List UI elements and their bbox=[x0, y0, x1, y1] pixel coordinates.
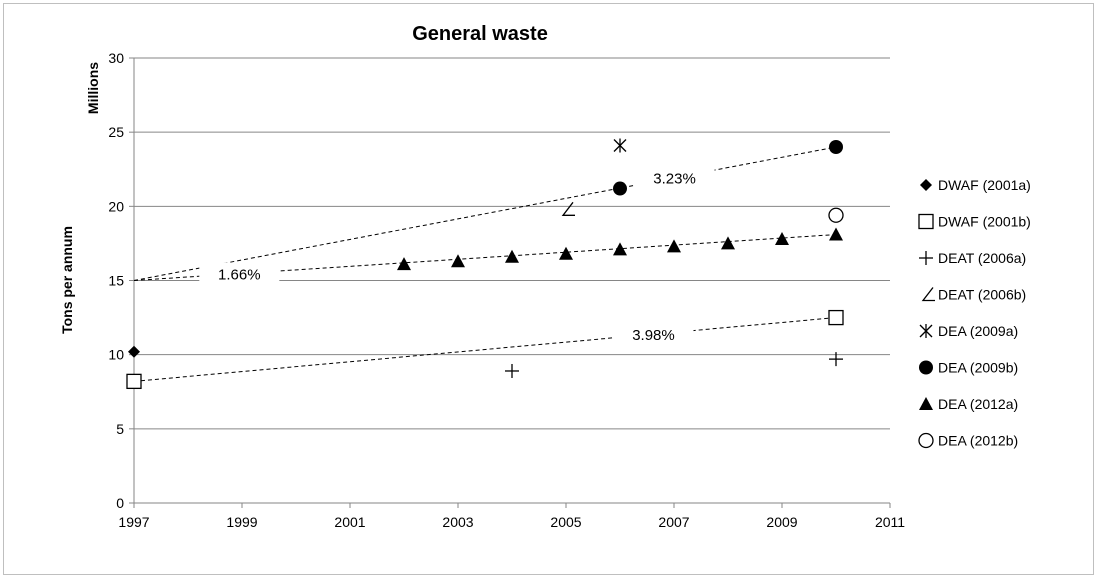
legend-entry-label: DEA (2012a) bbox=[938, 396, 1018, 412]
trend-rate-label: 3.23% bbox=[653, 171, 696, 188]
x-tick-label: 2001 bbox=[334, 514, 365, 530]
legend-marker bbox=[918, 213, 934, 230]
chart-title: General waste bbox=[412, 23, 548, 45]
data-point bbox=[828, 309, 844, 326]
trend-rate-label: 1.66% bbox=[218, 267, 261, 284]
trend-lines: 3.23% 1.66% 3.98% bbox=[133, 146, 837, 382]
y-tick-label: 25 bbox=[108, 124, 124, 140]
data-point bbox=[561, 201, 575, 216]
x-tick-label: 2007 bbox=[658, 514, 689, 530]
legend-entry-label: DWAF (2001b) bbox=[938, 214, 1031, 230]
trend-label-bg bbox=[199, 262, 280, 285]
y-tick-label: 10 bbox=[108, 347, 124, 363]
data-point bbox=[829, 352, 843, 367]
data-point bbox=[613, 181, 627, 196]
y-axis-label: Tons per annum bbox=[59, 226, 75, 334]
data-point bbox=[126, 373, 142, 390]
trend-label-bg bbox=[634, 166, 715, 189]
x-tick-label: 2005 bbox=[550, 514, 581, 530]
trend-line bbox=[133, 146, 837, 281]
y-tick-label: 20 bbox=[108, 198, 124, 214]
trend-label-bg bbox=[613, 323, 694, 346]
legend-marker bbox=[919, 360, 933, 375]
data-point bbox=[829, 227, 843, 241]
legend-marker bbox=[919, 397, 933, 410]
legend: DWAF (2001a) DWAF (2001b) DEAT (2006a) DEAT… bbox=[918, 177, 1031, 449]
data-point bbox=[559, 246, 573, 260]
legend-entry-label: DEA (2012b) bbox=[938, 433, 1018, 449]
x-tick-label: 2009 bbox=[766, 514, 797, 530]
y-tick-label: 0 bbox=[116, 495, 124, 511]
data-point bbox=[829, 140, 843, 154]
data-point bbox=[451, 254, 465, 268]
y-tick-label: 5 bbox=[116, 421, 124, 437]
legend-entry-label: DEA (2009a) bbox=[938, 323, 1018, 339]
data-point bbox=[505, 363, 519, 378]
data-point bbox=[667, 239, 681, 253]
axes: 0 5 10 15 20 25 30 1997 1999 2001 2003 2005 2007 2009… bbox=[108, 50, 905, 530]
x-tick-label: 1997 bbox=[118, 514, 149, 530]
data-point bbox=[613, 138, 627, 153]
trend-rate-label: 3.98% bbox=[632, 327, 675, 344]
legend-marker bbox=[919, 251, 933, 265]
legend-entry-label: DWAF (2001a) bbox=[938, 177, 1031, 193]
data-point bbox=[721, 236, 735, 250]
x-tick-label: 2003 bbox=[442, 514, 473, 530]
trend-line bbox=[133, 317, 837, 382]
data-point bbox=[505, 249, 519, 263]
data-point bbox=[397, 257, 411, 271]
data-point bbox=[128, 345, 140, 358]
data-point bbox=[613, 242, 627, 256]
chart-frame bbox=[3, 3, 1094, 575]
y-unit-label: Millions bbox=[85, 62, 101, 114]
data-points bbox=[126, 138, 844, 390]
data-point bbox=[828, 207, 844, 223]
legend-entry-label: DEAT (2006a) bbox=[938, 250, 1026, 266]
legend-entry-label: DEA (2009b) bbox=[938, 360, 1018, 376]
y-tick-label: 30 bbox=[108, 50, 124, 66]
trend-line bbox=[133, 234, 837, 281]
legend-marker bbox=[919, 324, 933, 338]
legend-marker bbox=[918, 432, 934, 449]
y-tick-label: 15 bbox=[108, 273, 124, 289]
legend-marker bbox=[921, 287, 935, 302]
legend-marker bbox=[920, 179, 932, 191]
data-point bbox=[775, 231, 789, 245]
x-tick-label: 1999 bbox=[226, 514, 257, 530]
x-tick-label: 2011 bbox=[875, 514, 905, 530]
legend-entry-label: DEAT (2006b) bbox=[938, 287, 1026, 303]
